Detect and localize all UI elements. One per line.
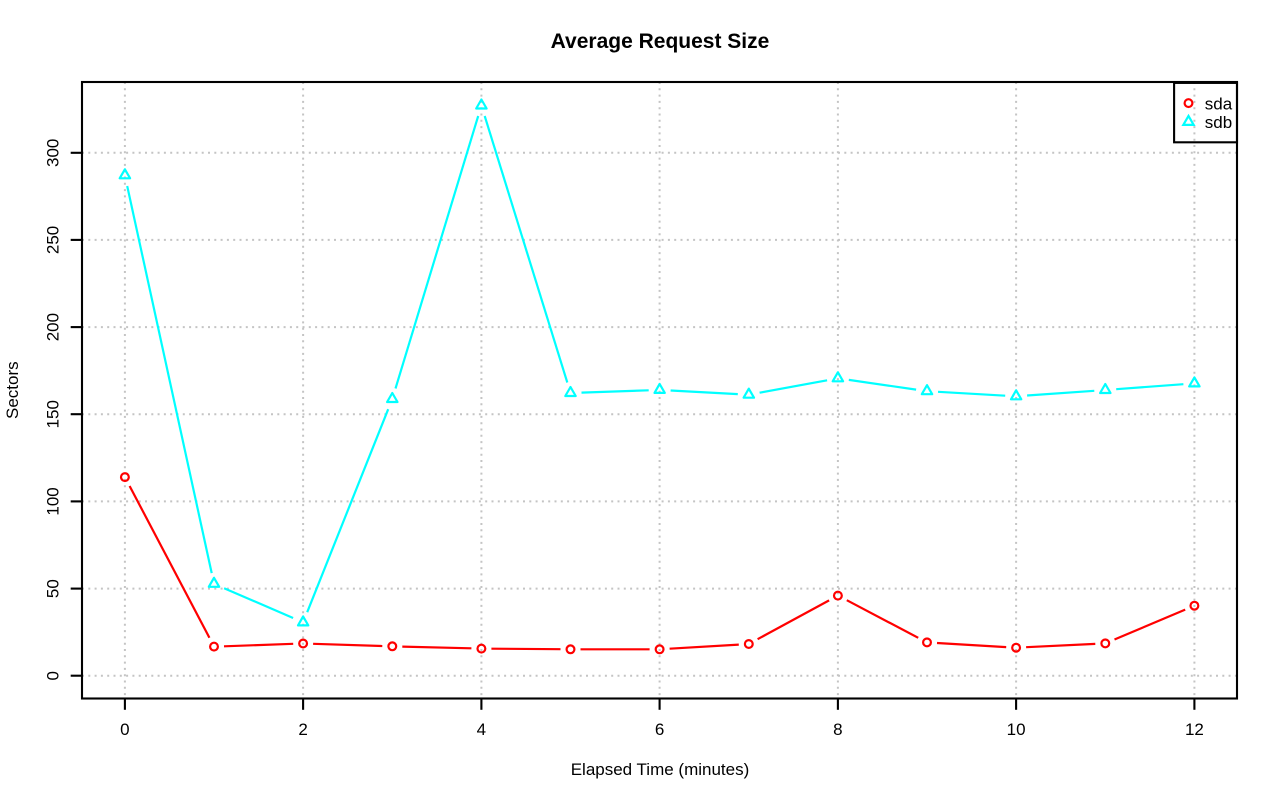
svg-text:250: 250 — [43, 226, 62, 254]
svg-text:12: 12 — [1185, 720, 1204, 739]
svg-text:Sectors: Sectors — [3, 361, 22, 419]
svg-text:Average Request Size: Average Request Size — [551, 30, 770, 53]
svg-text:50: 50 — [43, 579, 62, 598]
svg-text:200: 200 — [43, 313, 62, 341]
svg-text:300: 300 — [43, 139, 62, 167]
svg-text:sdb: sdb — [1205, 113, 1232, 132]
svg-text:4: 4 — [477, 720, 486, 739]
svg-text:8: 8 — [833, 720, 842, 739]
svg-text:0: 0 — [120, 720, 129, 739]
svg-text:10: 10 — [1007, 720, 1026, 739]
svg-text:Elapsed Time (minutes): Elapsed Time (minutes) — [571, 760, 750, 779]
svg-text:0: 0 — [43, 671, 62, 680]
svg-text:100: 100 — [43, 487, 62, 515]
svg-text:sda: sda — [1205, 94, 1233, 113]
svg-text:150: 150 — [43, 400, 62, 428]
svg-text:2: 2 — [298, 720, 307, 739]
svg-text:6: 6 — [655, 720, 664, 739]
